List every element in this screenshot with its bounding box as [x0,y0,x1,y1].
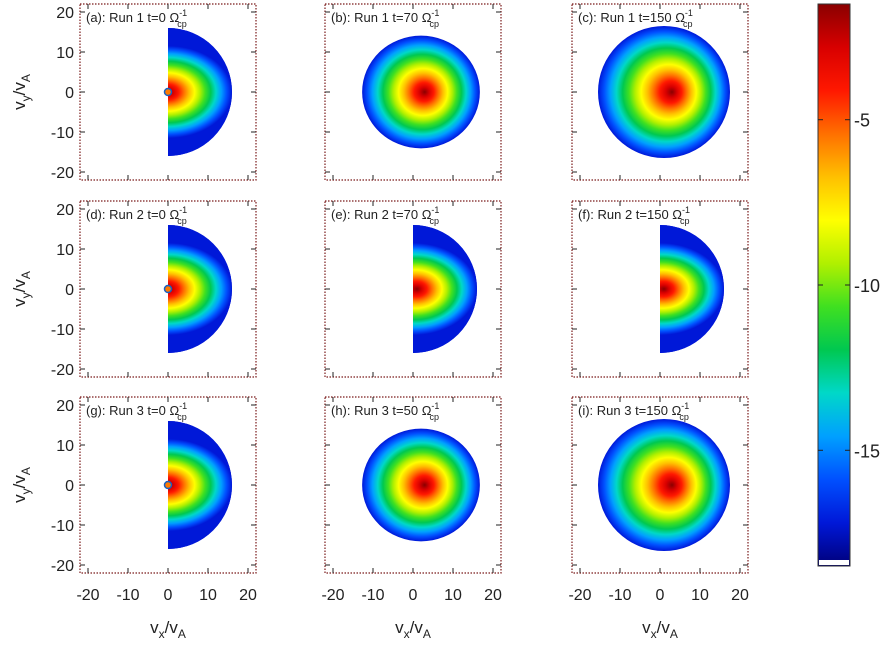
distribution-fill [168,28,232,156]
panel-d: (d): Run 2 t=0 Ω-1 cp -20 -10 0 10 20 vy/vA [10,200,257,379]
y-tick-label: -20 [51,362,74,379]
colorbar-tick-label: -15 [854,441,880,461]
distribution-fill [413,225,477,353]
y-axis-label: vy/vA [10,74,33,110]
panel-title: (h): Run 3 t=50 Ω-1 cp [331,401,439,422]
panel-title: (b): Run 1 t=70 Ω-1 cp [331,8,439,29]
x-tick-label: 20 [239,587,257,604]
x-tick-label: 20 [484,587,502,604]
distribution [362,428,480,542]
y-tick-label: -10 [51,322,74,339]
y-tick-label: 0 [65,282,74,299]
y-tick-label: 0 [65,478,74,495]
panel-title: (c): Run 1 t=150 Ω-1 cp [578,8,693,29]
panel-title: (i): Run 3 t=150 Ω-1 cp [578,401,689,422]
x-axis-label: vx/vA [150,618,186,641]
y-tick-label: 0 [65,85,74,102]
panel-grid: (a): Run 1 t=0 Ω-1 cp -20 -10 0 10 20 vy/vA (b):… [10,3,749,641]
colorbar: -5 -10 -15 [817,3,880,567]
x-tick-label: 10 [691,587,709,604]
panel-b: (b): Run 1 t=70 Ω-1 cp [324,3,502,181]
distribution-fill [168,225,232,353]
colorbar-tick-label: -10 [854,276,880,296]
y-tick-label: -10 [51,518,74,535]
colorbar-bottom-swatch [819,560,849,565]
y-tick-label: 20 [56,202,74,219]
distribution-fill [362,35,480,149]
beam-ring [163,284,173,294]
panel-c: (c): Run 1 t=150 Ω-1 cp [571,3,749,181]
distribution [598,419,730,551]
x-axis-label: vx/vA [642,618,678,641]
y-axis-label: vy/vA [10,467,33,503]
x-axis-label: vx/vA [395,618,431,641]
panel-title: (f): Run 2 t=150 Ω-1 cp [578,205,690,226]
x-tick-label: -20 [76,587,99,604]
y-tick-label: -10 [51,125,74,142]
y-tick-label: 10 [56,45,74,62]
colorbar-tick-label: -5 [854,111,870,131]
x-tick-label: 20 [731,587,749,604]
distribution-fill [598,419,730,551]
distribution-fill [598,26,730,158]
x-tick-label: -20 [321,587,344,604]
colorbar-gradient [817,3,851,567]
panel-h: (h): Run 3 t=50 Ω-1 cp -20 -10 0 10 20 vx/vA [321,396,502,641]
y-tick-label: 20 [56,5,74,22]
x-tick-label: 10 [444,587,462,604]
beam-ring [163,480,173,490]
x-tick-label: -10 [608,587,631,604]
distribution [413,225,477,353]
x-tick-label: 10 [199,587,217,604]
x-tick-label: -10 [116,587,139,604]
panel-e: (e): Run 2 t=70 Ω-1 cp [324,200,502,378]
panel-a: (a): Run 1 t=0 Ω-1 cp -20 -10 0 10 20 vy/vA [10,3,257,182]
distribution [163,225,232,353]
distribution [598,26,730,158]
distribution-fill [660,225,724,353]
distribution [163,421,232,549]
x-tick-label: 0 [656,587,665,604]
y-tick-label: 10 [56,438,74,455]
panel-title: (g): Run 3 t=0 Ω-1 cp [86,401,187,422]
panel-title: (e): Run 2 t=70 Ω-1 cp [331,205,439,226]
beam-ring [163,87,173,97]
y-axis-label: vy/vA [10,271,33,307]
x-tick-label: 0 [409,587,418,604]
distribution [660,225,724,353]
x-tick-label: 0 [164,587,173,604]
panel-title: (a): Run 1 t=0 Ω-1 cp [86,8,187,29]
y-tick-label: -20 [51,165,74,182]
distribution-fill [168,421,232,549]
panel-i: (i): Run 3 t=150 Ω-1 cp -20 -10 0 10 20 vx/vA [568,396,749,641]
y-tick-label: -20 [51,558,74,575]
distribution [362,35,480,149]
panel-title: (d): Run 2 t=0 Ω-1 cp [86,205,187,226]
panel-g: (g): Run 3 t=0 Ω-1 cp -20 -10 0 10 20 -20 -10 0 10… [10,396,257,641]
distribution-fill [362,428,480,542]
distribution [163,28,232,156]
panel-f: (f): Run 2 t=150 Ω-1 cp [571,200,749,378]
y-tick-label: 20 [56,398,74,415]
x-tick-label: -20 [568,587,591,604]
x-tick-label: -10 [361,587,384,604]
y-tick-label: 10 [56,242,74,259]
